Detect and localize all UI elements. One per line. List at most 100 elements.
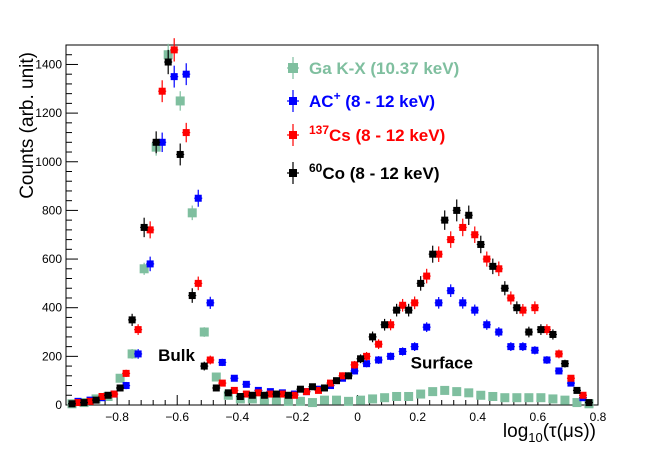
- legend-marker: [288, 63, 298, 73]
- data-point: [302, 388, 310, 396]
- data-point: [495, 265, 503, 273]
- data-point: [187, 208, 197, 218]
- data-point: [98, 392, 106, 400]
- data-point: [332, 395, 342, 405]
- x-tick-label: 0.2: [409, 410, 426, 424]
- data-point: [128, 316, 136, 324]
- data-point: [375, 340, 383, 348]
- data-point: [519, 306, 527, 314]
- data-point: [543, 326, 551, 334]
- data-point: [247, 394, 257, 404]
- data-point: [68, 400, 76, 408]
- data-point: [152, 138, 160, 146]
- data-point: [296, 385, 304, 393]
- data-point: [368, 394, 378, 404]
- data-point: [429, 250, 437, 258]
- data-point: [271, 395, 281, 405]
- data-point: [543, 356, 551, 364]
- data-point: [416, 389, 426, 399]
- x-tick-label: −0.4: [225, 410, 249, 424]
- data-point: [176, 150, 184, 158]
- x-tick-label: −0.8: [105, 410, 129, 424]
- data-point: [561, 360, 569, 368]
- data-point: [387, 352, 395, 360]
- legend-energy: (8 - 12 keV): [341, 92, 436, 111]
- data-point: [122, 369, 130, 377]
- data-point: [392, 391, 402, 401]
- data-point: [387, 321, 395, 329]
- y-tick-label: 1200: [35, 106, 62, 120]
- data-point: [236, 392, 244, 400]
- data-point: [218, 379, 226, 387]
- data-point: [525, 328, 533, 336]
- data-point: [471, 306, 479, 314]
- data-point: [308, 383, 316, 391]
- data-point: [513, 304, 521, 312]
- x-axis-label: log10(τ(μs)): [503, 421, 596, 445]
- data-point: [351, 361, 359, 369]
- data-point: [259, 395, 269, 405]
- data-point: [404, 391, 414, 401]
- data-point: [122, 382, 130, 390]
- data-point: [164, 58, 172, 66]
- data-point: [188, 292, 196, 300]
- x-tick-label: −0.2: [286, 410, 310, 424]
- data-point: [488, 391, 498, 401]
- data-point: [579, 391, 587, 399]
- data-point: [248, 391, 256, 399]
- data-point: [512, 393, 522, 403]
- data-point: [417, 279, 425, 287]
- data-point: [465, 211, 473, 219]
- data-point: [266, 390, 274, 398]
- data-point: [369, 333, 377, 341]
- data-point: [278, 390, 286, 398]
- data-point: [199, 327, 209, 337]
- data-point: [307, 398, 317, 408]
- y-tick-label: 1000: [35, 155, 62, 169]
- data-point: [110, 390, 118, 398]
- legend: Ga K-X (10.37 keV) AC+ (8 - 12 keV) 137Cs …: [287, 57, 459, 184]
- data-point: [519, 343, 527, 351]
- data-point: [555, 350, 563, 358]
- data-point: [435, 299, 443, 307]
- data-point: [290, 391, 298, 399]
- legend-main: Cs (8 - 12 keV): [329, 126, 445, 145]
- data-point: [146, 260, 154, 268]
- x-tick-label: −0.6: [165, 410, 189, 424]
- legend-label: Ga K-X (10.37 keV): [309, 59, 459, 78]
- data-point: [206, 299, 214, 307]
- data-point: [585, 399, 593, 407]
- data-point: [464, 388, 474, 398]
- y-tick-label: 800: [42, 203, 62, 217]
- x-axis-label-subscript: 10: [528, 430, 542, 445]
- data-point: [351, 367, 359, 375]
- data-point: [333, 377, 341, 385]
- data-point: [92, 396, 100, 404]
- data-point: [483, 321, 491, 329]
- data-point: [483, 255, 491, 263]
- data-point: [345, 372, 353, 380]
- data-point: [440, 385, 450, 395]
- data-point: [560, 395, 570, 405]
- data-point: [242, 390, 250, 398]
- series-1: [74, 63, 587, 405]
- data-point: [230, 374, 238, 382]
- data-point: [471, 231, 479, 239]
- legend-marker: [289, 169, 297, 177]
- legend-label: 137Cs (8 - 12 keV): [309, 123, 445, 145]
- data-point: [447, 236, 455, 244]
- data-point: [363, 352, 371, 360]
- data-point: [116, 384, 124, 392]
- data-point: [399, 301, 407, 309]
- data-point: [200, 362, 208, 370]
- data-point: [272, 390, 280, 398]
- data-point: [127, 349, 137, 359]
- data-point: [423, 272, 431, 280]
- data-point: [548, 394, 558, 404]
- data-point: [572, 398, 582, 408]
- data-point: [206, 356, 214, 364]
- data-point: [405, 306, 413, 314]
- data-point: [411, 343, 419, 351]
- data-point: [86, 397, 94, 405]
